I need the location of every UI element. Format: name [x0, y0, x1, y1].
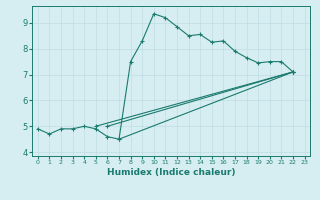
X-axis label: Humidex (Indice chaleur): Humidex (Indice chaleur) [107, 168, 236, 177]
